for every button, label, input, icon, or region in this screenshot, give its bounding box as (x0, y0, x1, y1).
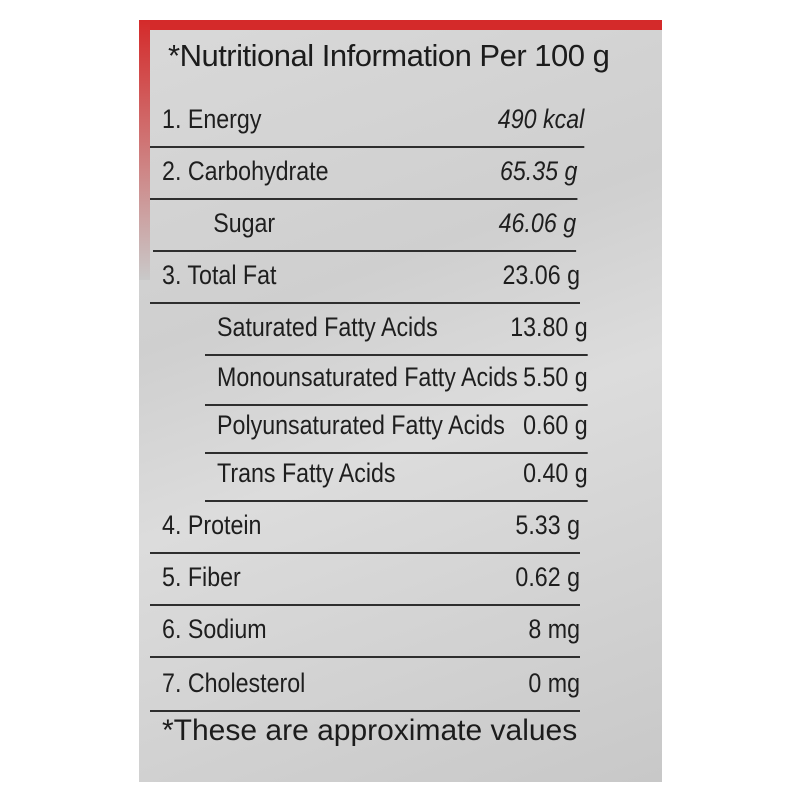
nutrient-row: Trans Fatty Acids 0.40 g (205, 448, 588, 502)
nutrient-value: 46.06 g (498, 208, 577, 238)
nutrient-name: 3. Total Fat (162, 260, 277, 290)
nutrient-row: 5. Fiber 0.62 g (150, 552, 580, 606)
red-packaging-border-top (139, 20, 662, 30)
nutrient-row: Monounsaturated Fatty Acids 5.50 g (205, 352, 588, 406)
nutrient-value: 13.80 g (510, 312, 588, 342)
nutrient-row: Polyunsaturated Fatty Acids 0.60 g (205, 400, 588, 454)
nutrient-row: 2. Carbohydrate 65.35 g (150, 146, 578, 200)
nutrient-row: 1. Energy 490 kcal (150, 94, 585, 148)
nutrient-name: Polyunsaturated Fatty Acids (217, 410, 505, 440)
nutrient-name: 6. Sodium (162, 614, 267, 644)
nutrient-name: 4. Protein (162, 510, 262, 540)
nutrient-value: 0.60 g (523, 410, 588, 440)
nutrient-name: 5. Fiber (162, 562, 241, 592)
nutrient-value: 0.62 g (515, 562, 580, 592)
nutrient-name: Saturated Fatty Acids (217, 312, 438, 342)
nutrient-name: Trans Fatty Acids (217, 458, 396, 488)
red-packaging-border-left (139, 20, 150, 280)
nutrient-row: Sugar 46.06 g (153, 198, 577, 252)
footnote: *These are approximate values (162, 714, 578, 747)
label-title: *Nutritional Information Per 100 g (168, 38, 610, 73)
nutrient-name: Monounsaturated Fatty Acids (217, 362, 518, 392)
nutrient-value: 23.06 g (502, 260, 580, 290)
nutrient-row: 4. Protein 5.33 g (150, 500, 580, 554)
nutrient-row: 6. Sodium 8 mg (150, 604, 580, 658)
nutrient-row: Saturated Fatty Acids 13.80 g (205, 302, 588, 356)
nutrient-value: 65.35 g (499, 156, 578, 186)
nutrient-name: 7. Cholesterol (162, 668, 306, 698)
nutrient-name: 1. Energy (162, 104, 262, 134)
nutrient-value: 5.50 g (523, 362, 588, 392)
nutrient-value: 490 kcal (497, 104, 585, 134)
nutrient-row: 3. Total Fat 23.06 g (150, 250, 580, 304)
nutrient-value: 8 mg (528, 614, 580, 644)
nutrient-value: 0 mg (528, 668, 580, 698)
nutrient-name: 2. Carbohydrate (162, 156, 329, 186)
nutrient-value: 0.40 g (523, 458, 588, 488)
nutrient-row: 7. Cholesterol 0 mg (150, 658, 580, 712)
nutrient-name: Sugar (213, 208, 276, 238)
nutrient-value: 5.33 g (515, 510, 580, 540)
